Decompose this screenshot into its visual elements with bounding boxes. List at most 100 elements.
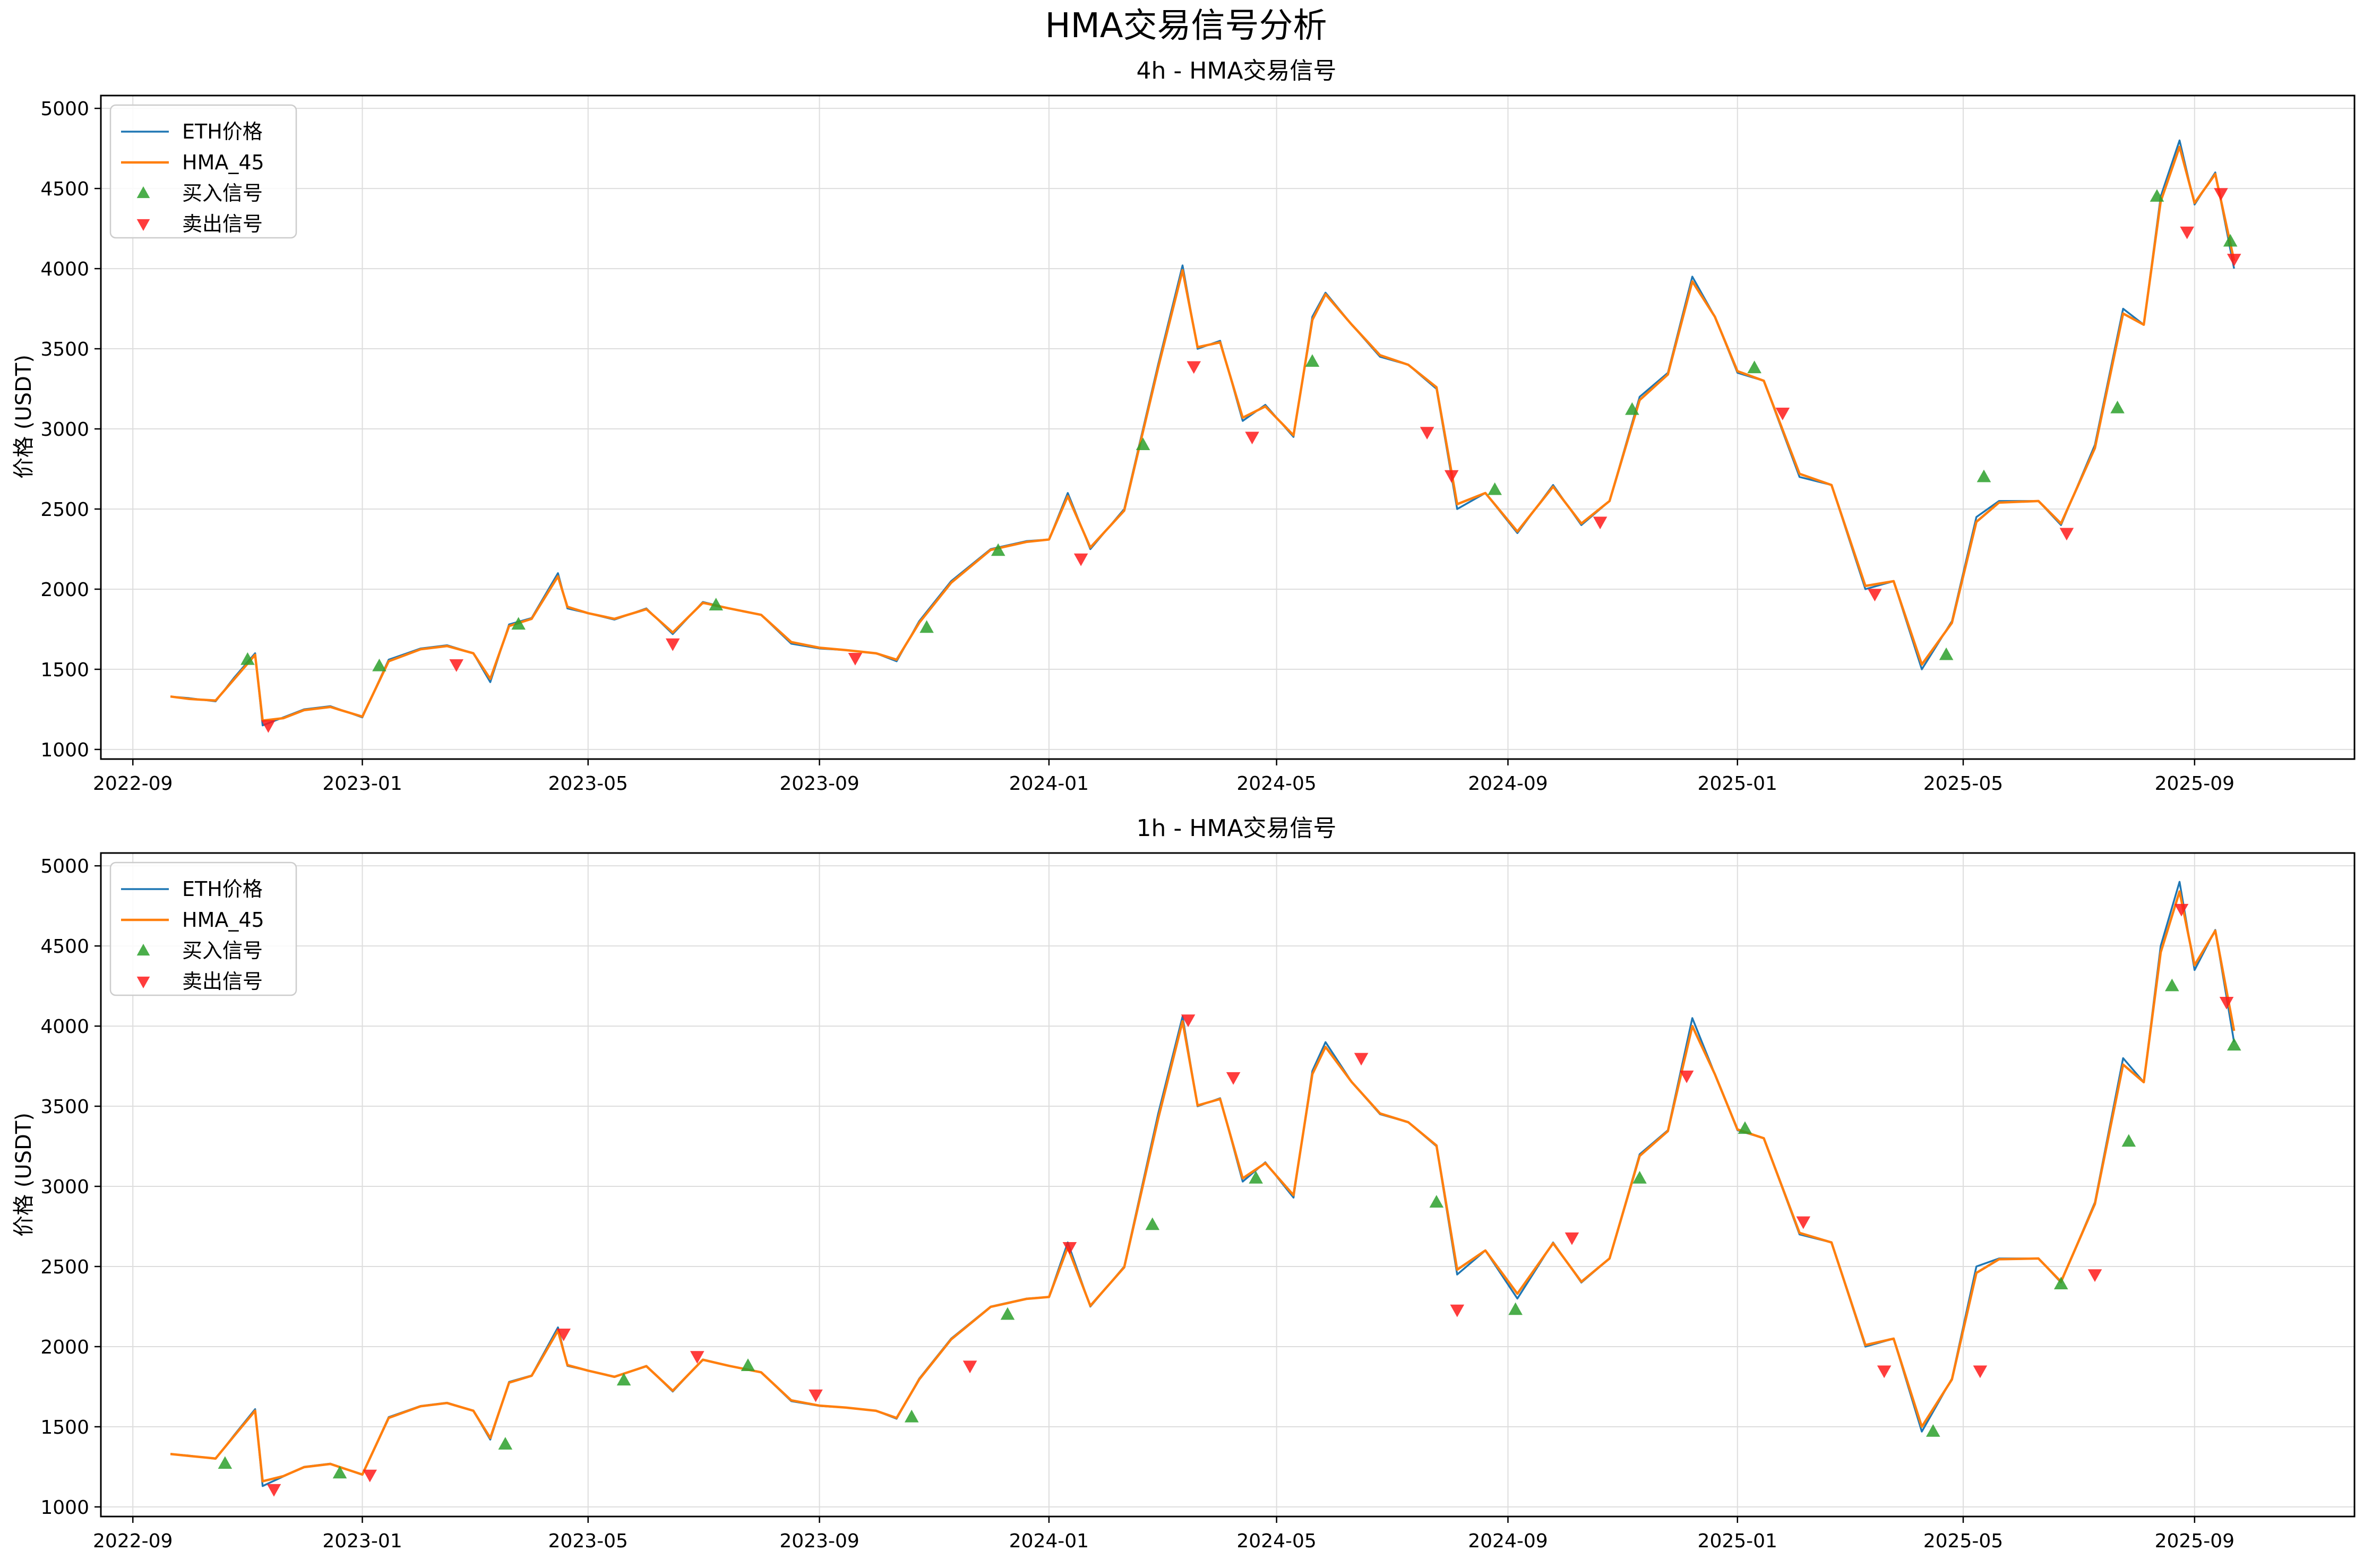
axes: 2022-09 2023-01 2023-05 2023-09 2024-01 2024-… (40, 94, 2356, 795)
buy-signal-marker (1632, 1170, 1647, 1184)
buy-signal-marker (2150, 189, 2164, 202)
sell-signal-marker (261, 720, 276, 733)
sell-signal-marker (1444, 470, 1459, 483)
grid (101, 96, 2354, 759)
buy-signal-marker (919, 620, 934, 633)
legend-sell-label: 卖出信号 (182, 970, 263, 993)
x-tick-label: 2023-05 (548, 1530, 628, 1552)
buy-signal-marker (709, 598, 723, 610)
legend-buy-marker-swatch (136, 186, 150, 199)
x-tick-label: 2025-09 (2155, 1530, 2235, 1552)
sell-signal-marker (1868, 589, 1882, 602)
buy-signal-marker (218, 1456, 233, 1469)
sell-signal-marker (1565, 1232, 1579, 1245)
legend-price-label: ETH价格 (182, 877, 263, 901)
buy-signal-marker (904, 1409, 919, 1423)
series-layer (170, 139, 2236, 727)
x-tick-label: 2024-05 (1236, 773, 1316, 795)
sell-signal-marker (1420, 427, 1434, 440)
x-tick-label: 2025-09 (2155, 773, 2235, 795)
buy-signal-marker (1625, 402, 1639, 415)
legend-sell-entry: 卖出信号 (136, 970, 263, 993)
buy-signal-marker (616, 1373, 631, 1386)
y-tick-label: 1000 (40, 1497, 89, 1519)
buy-signal-marker (498, 1437, 513, 1450)
hma-line (170, 890, 2236, 1483)
panel-title: 4h - HMA交易信号 (1137, 57, 1337, 84)
sell-signal-marker (1877, 1365, 1892, 1379)
sell-signal-marker (1679, 1070, 1694, 1083)
y-tick-label: 3000 (40, 419, 89, 441)
y-tick-label: 4000 (40, 1016, 89, 1038)
legend-price-entry: ETH价格 (121, 120, 263, 143)
x-tick-label: 2024-01 (1009, 1530, 1089, 1552)
sell-signal-marker (1062, 1242, 1077, 1255)
sell-signal-marker (1450, 1304, 1465, 1317)
buy-signal-marker (1939, 647, 1954, 660)
buy-signal-marker (2121, 1134, 2136, 1147)
sell-signal-marker (2174, 903, 2189, 917)
x-tick-label: 2024-01 (1009, 773, 1089, 795)
y-tick-label: 4500 (40, 178, 89, 200)
y-tick-label: 5000 (40, 856, 89, 877)
axes: 2022-09 2023-01 2023-05 2023-09 2024-01 2024-… (40, 852, 2356, 1552)
sell-signal-marker (1973, 1365, 1988, 1379)
buy-signal-marker (2053, 1277, 2068, 1289)
x-tick-label: 2025-01 (1698, 773, 1777, 795)
y-tick-label: 1500 (40, 1417, 89, 1438)
legend-box (109, 861, 297, 996)
legend-buy-label: 买入信号 (182, 939, 263, 962)
buy-signal-marker (2164, 978, 2179, 992)
sell-signal-marker (1181, 1014, 1196, 1028)
buy-signal-marker (1145, 1217, 1160, 1230)
legend-hma-label: HMA_45 (182, 151, 264, 174)
legend-buy-label: 买入信号 (182, 182, 263, 205)
legend-hma-entry: HMA_45 (121, 151, 264, 174)
buy-signal-marker (240, 652, 255, 665)
sell-signal-marker (267, 1484, 281, 1497)
y-tick-label: 4000 (40, 259, 89, 280)
signal-markers (218, 903, 2241, 1497)
panel-title: 1h - HMA交易信号 (1137, 815, 1337, 842)
x-tick-label: 2022-09 (93, 773, 173, 795)
y-tick-label: 2500 (40, 499, 89, 521)
x-tick-label: 2025-01 (1698, 1530, 1777, 1552)
x-tick-label: 2024-05 (1236, 1530, 1316, 1552)
legend-hma-entry: HMA_45 (121, 908, 264, 932)
y-tick-label: 2000 (40, 579, 89, 601)
legend-box (109, 104, 297, 239)
buy-signal-marker (1976, 469, 1991, 483)
x-tick-label: 2024-09 (1468, 773, 1548, 795)
hma-line (170, 145, 2236, 722)
buy-signal-marker (511, 617, 526, 630)
sell-signal-marker (809, 1389, 823, 1402)
x-tick-label: 2025-05 (1923, 773, 2003, 795)
y-tick-label: 5000 (40, 98, 89, 120)
sell-signal-marker (962, 1360, 977, 1374)
sell-signal-marker (848, 652, 863, 666)
x-tick-label: 2024-09 (1468, 1530, 1548, 1552)
sell-signal-marker (2087, 1269, 2102, 1282)
y-tick-label: 2000 (40, 1337, 89, 1358)
y-tick-label: 4500 (40, 936, 89, 958)
buy-signal-marker (1747, 360, 1761, 374)
legend-sell-label: 卖出信号 (182, 212, 263, 236)
y-tick-label: 2500 (40, 1256, 89, 1278)
x-tick-label: 2023-05 (548, 773, 628, 795)
sell-signal-marker (690, 1351, 704, 1364)
series-layer (170, 881, 2236, 1487)
buy-signal-marker (2227, 1038, 2241, 1051)
y-tick-label: 3500 (40, 1096, 89, 1118)
sell-signal-marker (1226, 1072, 1241, 1085)
legend-hma-label: HMA_45 (182, 908, 264, 932)
sell-signal-marker (556, 1328, 571, 1341)
buy-signal-marker (332, 1466, 347, 1479)
y-tick-label: 3500 (40, 339, 89, 360)
y-tick-label: 1000 (40, 739, 89, 761)
buy-signal-marker (1429, 1195, 1444, 1208)
sell-signal-marker (2059, 528, 2074, 541)
legend-sell-entry: 卖出信号 (136, 212, 263, 236)
buy-signal-marker (1249, 1170, 1263, 1184)
